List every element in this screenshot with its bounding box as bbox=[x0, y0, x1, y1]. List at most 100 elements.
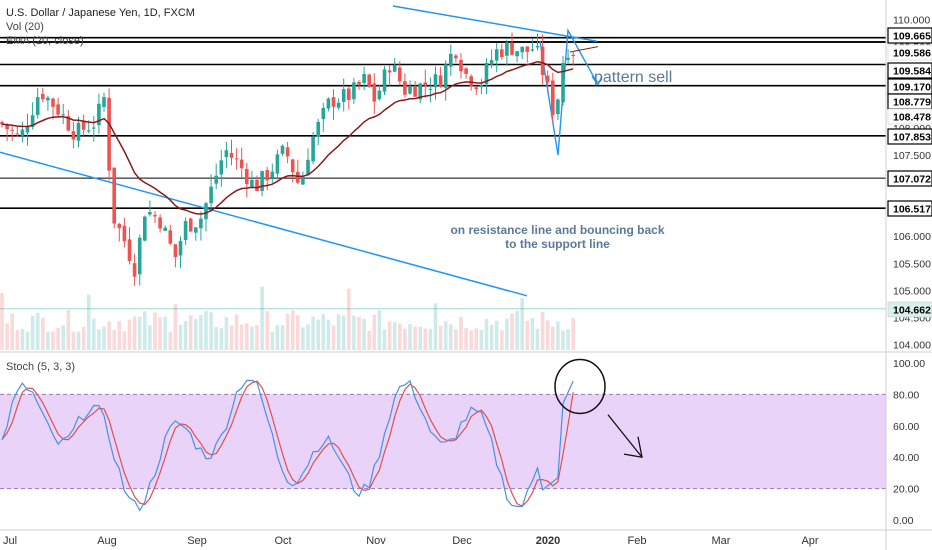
pattern-arrow-head bbox=[591, 76, 603, 86]
resistance-note: on resistance line and bouncing back to … bbox=[445, 223, 670, 251]
candle-body bbox=[500, 49, 504, 58]
candle-body bbox=[336, 102, 341, 108]
candle-body bbox=[66, 116, 71, 131]
candle-body bbox=[484, 63, 489, 84]
time-axis-label: Jul bbox=[3, 535, 17, 547]
candle-body bbox=[505, 42, 509, 56]
volume-bar bbox=[122, 331, 127, 350]
candle-body bbox=[153, 214, 157, 217]
volume-bar bbox=[260, 286, 264, 350]
volume-bar bbox=[525, 320, 530, 350]
volume-bar bbox=[66, 310, 71, 350]
candle-body bbox=[219, 160, 224, 175]
level-tag-label: 106.517 bbox=[893, 204, 931, 216]
volume-bar bbox=[112, 329, 116, 350]
volume-bar bbox=[479, 329, 484, 350]
candle-body bbox=[535, 45, 540, 48]
volume-bar bbox=[566, 329, 570, 350]
candle-body bbox=[321, 107, 326, 120]
candle-body bbox=[556, 99, 560, 115]
volume-bar bbox=[540, 311, 545, 350]
price-axis: 110.000109.500109.000108.500108.000107.5… bbox=[887, 15, 932, 527]
volume-bars bbox=[0, 286, 575, 350]
volume-bar bbox=[143, 311, 147, 350]
stoch-tick-label: 40.00 bbox=[893, 452, 919, 464]
candle-body bbox=[168, 230, 173, 244]
volume-bar bbox=[71, 331, 76, 350]
volume-bar bbox=[229, 325, 234, 350]
candle-body bbox=[372, 83, 377, 102]
volume-bar bbox=[183, 320, 188, 350]
volume-bar bbox=[76, 331, 81, 350]
candle-body bbox=[530, 49, 535, 51]
volume-bar bbox=[270, 331, 275, 350]
support-trendline bbox=[0, 151, 528, 297]
volume-bar bbox=[158, 317, 162, 350]
volume-bar bbox=[280, 325, 285, 350]
time-axis-label: Mar bbox=[712, 535, 731, 547]
candle-body bbox=[296, 171, 300, 183]
volume-bar bbox=[438, 325, 443, 350]
volume-bar bbox=[255, 325, 259, 350]
candle-body bbox=[41, 93, 45, 100]
volume-bar bbox=[188, 315, 193, 350]
volume-legend: Vol (20) bbox=[6, 21, 44, 33]
volume-bar bbox=[92, 318, 96, 350]
level-tag-label: 107.853 bbox=[893, 132, 931, 144]
resistance-note-line2: to the support line bbox=[505, 237, 610, 251]
volume-bar bbox=[449, 324, 453, 350]
candle-body bbox=[25, 126, 30, 133]
stoch-tick-label: 20.00 bbox=[893, 484, 919, 496]
candle-body bbox=[520, 46, 524, 53]
level-tag-label: 109.665 bbox=[893, 31, 931, 43]
volume-bar bbox=[127, 319, 132, 350]
candle-body bbox=[20, 129, 25, 136]
stoch-tick-label: 60.00 bbox=[893, 421, 919, 433]
candle-body bbox=[566, 57, 570, 60]
candle-body bbox=[127, 239, 132, 261]
candle-body bbox=[285, 147, 290, 157]
volume-bar bbox=[505, 318, 509, 350]
volume-bar bbox=[10, 313, 14, 350]
candle-body bbox=[362, 73, 366, 83]
time-axis-label: Nov bbox=[366, 535, 386, 547]
candle-body bbox=[443, 64, 448, 88]
volume-bar bbox=[245, 323, 249, 350]
volume-bar bbox=[428, 328, 433, 350]
volume-bar bbox=[311, 316, 315, 350]
volume-bar bbox=[173, 304, 178, 350]
volume-bar bbox=[443, 321, 448, 350]
time-axis-label: Apr bbox=[801, 535, 818, 547]
stoch-circle-annotation bbox=[554, 358, 606, 415]
candle-body bbox=[311, 136, 315, 162]
time-axis-label: Oct bbox=[274, 535, 291, 547]
candle-body bbox=[408, 86, 412, 94]
volume-bar bbox=[459, 316, 463, 350]
candle-body bbox=[0, 122, 4, 125]
candle-body bbox=[433, 74, 438, 88]
candle-body bbox=[204, 203, 208, 220]
price-tick-label: 106.000 bbox=[893, 231, 931, 243]
candle-body bbox=[382, 69, 387, 92]
candle-body bbox=[260, 171, 264, 191]
volume-bar bbox=[153, 312, 157, 350]
volume-bar bbox=[234, 314, 239, 350]
volume-bar bbox=[25, 331, 30, 350]
candle-body bbox=[178, 240, 183, 256]
candle-body bbox=[515, 51, 519, 57]
volume-bar bbox=[392, 322, 397, 350]
level-tag-label: 109.170 bbox=[893, 82, 931, 94]
level-tag-label: 109.586 bbox=[893, 48, 931, 60]
candle-body bbox=[51, 98, 55, 107]
candle-body bbox=[188, 218, 193, 232]
volume-bar bbox=[530, 318, 535, 350]
candle-body bbox=[474, 87, 479, 90]
level-tag-box bbox=[887, 62, 932, 79]
volume-bar bbox=[204, 310, 208, 350]
stoch-tick-label: 100.00 bbox=[893, 358, 925, 370]
volume-bar bbox=[41, 317, 45, 350]
candle-body bbox=[5, 124, 9, 130]
volume-bar bbox=[413, 326, 417, 350]
stoch-tick-label: 80.00 bbox=[893, 389, 919, 401]
candle-body bbox=[352, 82, 356, 100]
